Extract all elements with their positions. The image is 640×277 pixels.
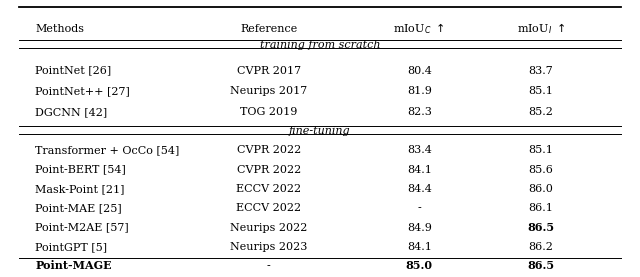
Text: Point-MAE [25]: Point-MAE [25] [35,203,122,213]
Text: Point-M2AE [57]: Point-M2AE [57] [35,223,129,233]
Text: Point-MAGE: Point-MAGE [35,260,112,271]
Text: 85.6: 85.6 [529,165,553,175]
Text: Neurips 2023: Neurips 2023 [230,242,307,252]
Text: 84.1: 84.1 [407,165,431,175]
Text: 82.3: 82.3 [407,107,431,117]
Text: Transformer + OcCo [54]: Transformer + OcCo [54] [35,145,180,155]
Text: fine-tuning: fine-tuning [289,126,351,136]
Text: Mask-Point [21]: Mask-Point [21] [35,184,125,194]
Text: 84.9: 84.9 [407,223,431,233]
Text: -: - [267,261,271,271]
Text: TOG 2019: TOG 2019 [240,107,298,117]
Text: CVPR 2022: CVPR 2022 [237,145,301,155]
Text: Neurips 2017: Neurips 2017 [230,86,307,96]
Text: 83.4: 83.4 [407,145,431,155]
Text: 86.0: 86.0 [529,184,553,194]
Text: training from scratch: training from scratch [260,40,380,50]
Text: mIoU$_I$ $\uparrow$: mIoU$_I$ $\uparrow$ [516,22,565,37]
Text: 80.4: 80.4 [407,66,431,76]
Text: PointGPT [5]: PointGPT [5] [35,242,108,252]
Text: DGCNN [42]: DGCNN [42] [35,107,108,117]
Text: ECCV 2022: ECCV 2022 [236,203,301,213]
Text: 86.5: 86.5 [527,222,554,233]
Text: Neurips 2022: Neurips 2022 [230,223,307,233]
Text: 86.2: 86.2 [529,242,553,252]
Text: Reference: Reference [240,24,298,34]
Text: -: - [417,203,421,213]
Text: mIoU$_C$ $\uparrow$: mIoU$_C$ $\uparrow$ [394,22,445,37]
Text: Point-BERT [54]: Point-BERT [54] [35,165,126,175]
Text: 84.4: 84.4 [407,184,431,194]
Text: 85.1: 85.1 [529,145,553,155]
Text: ECCV 2022: ECCV 2022 [236,184,301,194]
Text: 84.1: 84.1 [407,242,431,252]
Text: PointNet [26]: PointNet [26] [35,66,111,76]
Text: 85.0: 85.0 [406,260,433,271]
Text: 85.2: 85.2 [529,107,553,117]
Text: Methods: Methods [35,24,84,34]
Text: CVPR 2017: CVPR 2017 [237,66,301,76]
Text: 86.5: 86.5 [527,260,554,271]
Text: CVPR 2022: CVPR 2022 [237,165,301,175]
Text: 85.1: 85.1 [529,86,553,96]
Text: 81.9: 81.9 [407,86,431,96]
Text: PointNet++ [27]: PointNet++ [27] [35,86,130,96]
Text: 83.7: 83.7 [529,66,553,76]
Text: 86.1: 86.1 [529,203,553,213]
